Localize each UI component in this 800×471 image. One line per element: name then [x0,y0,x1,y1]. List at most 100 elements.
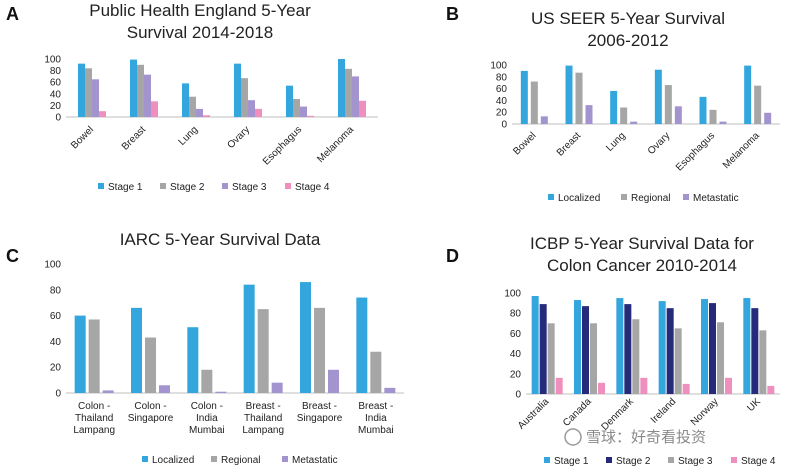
bar-stage-1 [78,63,85,117]
bar-stage-4 [682,383,690,394]
x-tick-label: Breast [555,130,583,158]
legend-swatch [544,457,550,463]
y-tick-label: 0 [55,113,61,124]
bar-stage-1 [531,296,539,394]
x-tick-label: Norway [689,396,721,428]
bar-localized [74,315,86,393]
y-tick-label: 20 [50,363,62,374]
x-tick-label: UK [745,396,763,414]
bar-regional [709,109,717,124]
bar-metastatic [540,116,548,124]
panel-b: B US SEER 5-Year Survival 2006-2012 0204060… [446,4,780,204]
legend-label: Stage 1 [108,182,143,193]
y-tick-label: 100 [504,289,521,300]
legend-label: Stage 4 [295,182,330,193]
legend-item: Metastatic [282,455,338,466]
bar-stage-2 [345,68,352,117]
bar-stage-1 [701,299,708,394]
bar-stage-3 [92,79,99,117]
y-tick-label: 100 [490,61,507,72]
y-tick-label: 20 [50,101,62,112]
bar-stage-4 [203,115,210,117]
bar-regional [201,369,213,393]
legend-swatch [211,456,217,462]
legend-label: Metastatic [292,455,338,466]
legend-label: Stage 4 [741,456,776,467]
x-tick-label: Ovary [646,130,673,157]
legend-swatch [285,183,291,189]
bar-metastatic [764,112,772,124]
bar-stage-3 [547,323,555,394]
bar-metastatic [215,391,227,393]
panel-letter: D [446,246,459,266]
x-tick-label: Bowel [511,130,538,157]
chart-title: 2006-2012 [587,31,668,50]
y-tick-label: 0 [55,389,61,400]
bar-localized [520,70,528,124]
bar-stage-3 [144,74,151,117]
y-tick-label: 80 [50,285,62,296]
bar-stage-3 [759,330,767,394]
legend-label: Stage 1 [554,456,589,467]
bar-localized [243,284,255,393]
panel-a: A Public Health England 5-Year Survival 20… [6,1,378,193]
x-tick-label: Breast -Singapore [297,401,343,424]
x-tick-label: Lung [604,130,628,154]
bar-localized [131,307,142,393]
bar-stage-3 [352,76,359,117]
y-tick-label: 60 [496,84,508,95]
bar-metastatic [384,387,396,393]
panel-letter: A [6,4,19,24]
x-tick-label: Esophagus [674,130,717,173]
watermark-logo-icon [564,428,582,446]
bar-stage-4 [555,377,563,394]
y-tick-label: 60 [50,78,62,89]
y-tick-label: 40 [50,89,62,100]
legend-item: Stage 4 [731,456,776,467]
x-tick-label: Breast -Thailand Lampang [242,401,284,436]
panel-letter: B [446,4,459,24]
x-tick-label: Breast -India Mumbai [358,401,394,436]
x-tick-label: Bowel [69,124,96,151]
x-tick-label: Breast [120,124,148,152]
bar-stage-1 [182,83,189,117]
bar-localized [565,65,573,124]
legend-label: Regional [221,455,260,466]
y-tick-label: 20 [496,108,508,119]
x-tick-label: Melanoma [721,130,762,171]
x-tick-label: Ireland [649,396,678,425]
chart-title: Public Health England 5-Year [89,1,311,20]
legend-item: Stage 4 [285,182,330,193]
legend-item: Metastatic [683,193,739,204]
bar-metastatic [102,390,114,393]
legend-item: Stage 3 [222,182,267,193]
bar-stage-2 [582,306,589,394]
bar-stage-2 [241,78,248,117]
watermark: 雪球：好奇看投资 [564,428,706,446]
bar-stage-2 [85,68,92,117]
legend-label: Stage 3 [232,182,267,193]
legend-item: Stage 3 [668,456,713,467]
bar-stage-3 [300,106,307,117]
bar-regional [370,351,382,393]
x-tick-label: Ovary [225,124,252,151]
legend-swatch [98,183,104,189]
bar-localized [356,297,368,393]
y-tick-label: 100 [44,260,61,271]
legend-item: Localized [548,193,600,204]
legend-label: Metastatic [693,193,739,204]
bar-stage-1 [338,59,345,117]
legend-item: Regional [211,455,260,466]
x-tick-label: Canada [561,396,594,429]
bar-stage-4 [255,108,262,117]
y-tick-label: 80 [50,66,62,77]
panel-letter: C [6,246,19,266]
bar-regional [88,319,100,393]
watermark-text: 雪球：好奇看投资 [586,428,706,446]
bar-localized [610,90,618,124]
legend-item: Stage 1 [98,182,143,193]
bar-localized [654,69,662,124]
legend-swatch [160,183,166,189]
chart-title: ICBP 5-Year Survival Data for [530,234,754,253]
y-tick-label: 60 [50,311,62,322]
